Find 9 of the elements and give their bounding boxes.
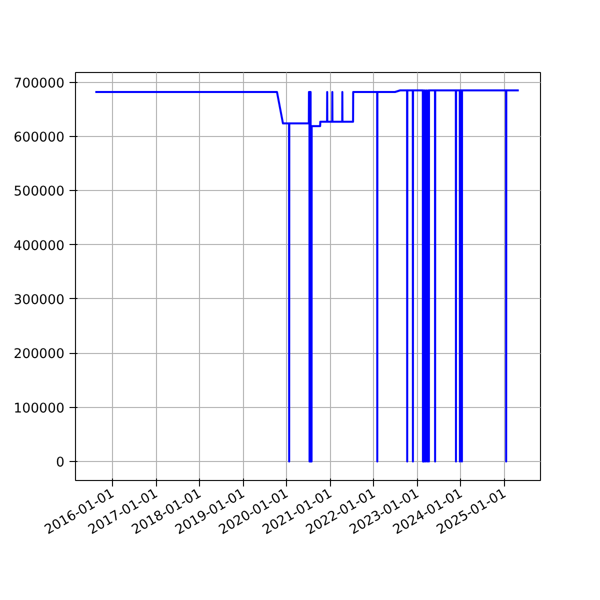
y-tick-label: 400000	[14, 238, 65, 254]
y-tick-label: 600000	[14, 130, 65, 146]
y-tick-label: 700000	[14, 76, 65, 92]
y-tick-label: 200000	[14, 347, 65, 362]
line-series	[94, 89, 520, 463]
y-tick-label: 300000	[14, 292, 65, 308]
y-tick-label: 0	[56, 456, 65, 471]
y-tick-label: 500000	[14, 184, 65, 200]
y-tick-label: 100000	[14, 401, 65, 416]
